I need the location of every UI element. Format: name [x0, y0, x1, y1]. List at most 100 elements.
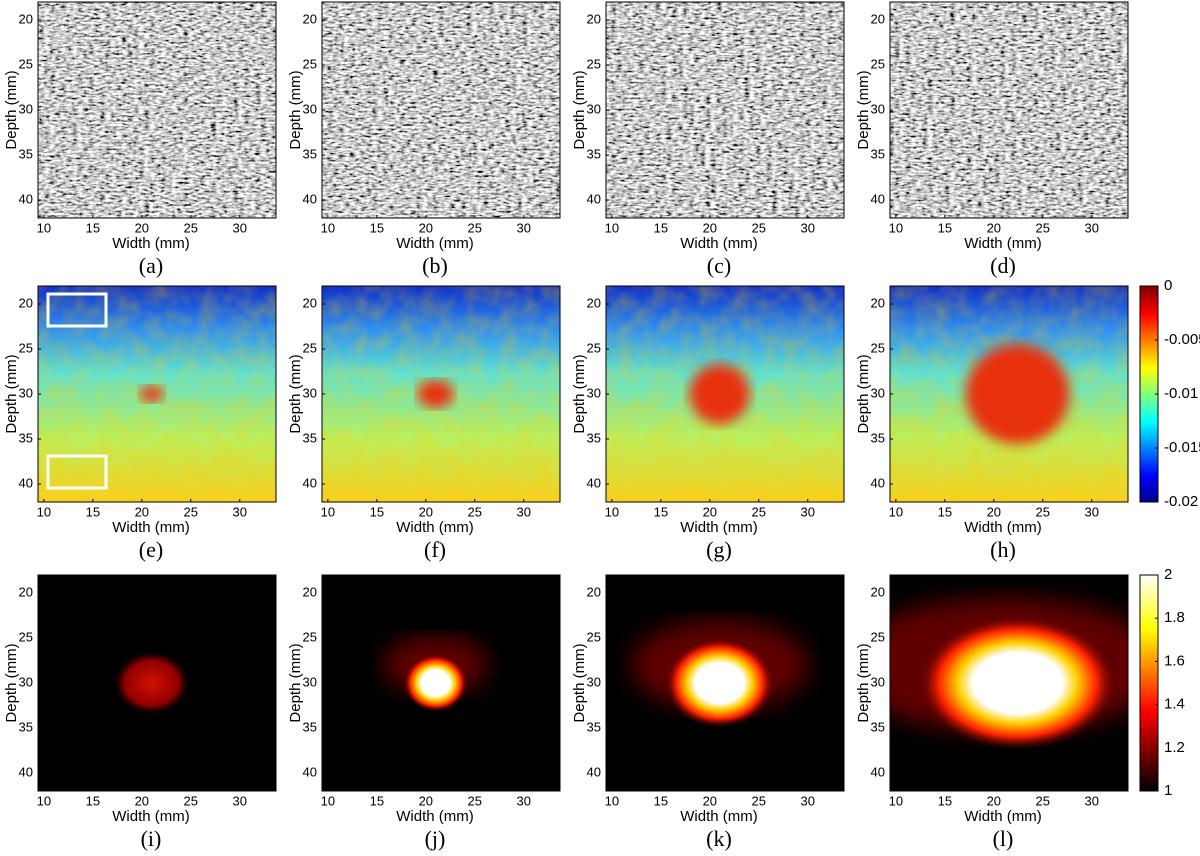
x-tick-label: 25 [752, 504, 766, 519]
y-tick-label: 25 [19, 56, 33, 71]
y-tick-label: 20 [19, 295, 33, 310]
y-tick-label: 40 [871, 764, 885, 779]
image [322, 286, 560, 502]
y-tick-label: 40 [19, 475, 33, 490]
x-tick-label: 15 [370, 793, 384, 808]
colorbar-tick-label: -0.005 [1164, 331, 1200, 348]
colorbar: 1 1.2 1.4 1.6 1.8 2 [1139, 566, 1185, 799]
image [322, 575, 560, 791]
y-axis-label: Depth (mm) [855, 354, 872, 433]
y-tick-label: 20 [303, 11, 317, 26]
x-tick-label: 30 [233, 504, 247, 519]
panel-caption: (k) [706, 826, 732, 851]
roi-box [46, 454, 108, 490]
y-tick-label: 30 [587, 385, 601, 400]
x-tick-label: 20 [419, 504, 433, 519]
y-axis-label: Depth (mm) [3, 354, 20, 433]
x-tick-label: 25 [1036, 220, 1050, 235]
y-tick-label: 35 [303, 719, 317, 734]
x-axis-label: Width (mm) [964, 235, 1042, 252]
x-tick-label: 10 [889, 220, 903, 235]
x-tick-label: 30 [1085, 220, 1099, 235]
y-tick-label: 20 [19, 11, 33, 26]
y-tick-label: 35 [587, 719, 601, 734]
y-tick-label: 25 [587, 56, 601, 71]
image [38, 286, 276, 502]
y-axis-label: Depth (mm) [855, 643, 872, 722]
y-tick-label: 40 [19, 764, 33, 779]
y-axis-label: Depth (mm) [3, 70, 20, 149]
y-tick-label: 35 [303, 146, 317, 161]
panel-caption: (b) [422, 253, 448, 278]
x-tick-label: 20 [419, 220, 433, 235]
y-tick-label: 35 [587, 430, 601, 445]
panel: 10 15 20 25 30 20 25 30 35 40 Width (mm) Depth (mm)… [855, 574, 1129, 851]
x-tick-label: 15 [370, 504, 384, 519]
image [890, 286, 1128, 502]
y-axis-label: Depth (mm) [855, 70, 872, 149]
y-tick-label: 30 [871, 674, 885, 689]
y-tick-label: 40 [303, 191, 317, 206]
x-tick-label: 10 [889, 793, 903, 808]
x-tick-label: 15 [370, 220, 384, 235]
y-tick-label: 35 [871, 719, 885, 734]
panel-caption: (l) [993, 826, 1014, 851]
lesion [918, 615, 1117, 751]
x-tick-label: 20 [135, 504, 149, 519]
y-tick-label: 25 [303, 629, 317, 644]
lesion [403, 654, 468, 712]
panel-caption: (c) [707, 253, 731, 278]
image [606, 286, 844, 502]
panel-caption: (i) [141, 826, 162, 851]
x-axis-label: Width (mm) [964, 519, 1042, 536]
x-tick-label: 10 [605, 793, 619, 808]
panel-caption: (e) [139, 537, 163, 562]
panel: 10 15 20 25 30 20 25 30 35 40 Width (mm) Depth (mm)… [3, 285, 277, 562]
panel: 10 15 20 25 30 20 25 30 35 40 Width (mm) Depth (mm)… [287, 1, 561, 278]
y-axis-label: Depth (mm) [287, 643, 304, 722]
y-tick-label: 40 [871, 191, 885, 206]
x-tick-label: 20 [703, 504, 717, 519]
x-axis-label: Width (mm) [396, 808, 474, 825]
x-tick-label: 30 [1085, 793, 1099, 808]
x-tick-label: 20 [135, 793, 149, 808]
y-tick-label: 25 [587, 629, 601, 644]
y-tick-label: 25 [303, 56, 317, 71]
x-tick-label: 10 [605, 504, 619, 519]
y-tick-label: 35 [19, 719, 33, 734]
x-tick-label: 30 [233, 793, 247, 808]
x-tick-label: 30 [517, 793, 531, 808]
y-tick-label: 40 [587, 191, 601, 206]
y-tick-label: 25 [871, 56, 885, 71]
y-tick-label: 20 [587, 11, 601, 26]
colorbar-tick-label: -0.02 [1164, 493, 1198, 510]
lesion [965, 344, 1070, 444]
image [38, 575, 276, 791]
panel: 10 15 20 25 30 20 25 30 35 40 Width (mm) Depth (mm)… [3, 574, 277, 851]
y-axis-label: Depth (mm) [571, 354, 588, 433]
x-tick-label: 25 [184, 504, 198, 519]
y-tick-label: 20 [871, 584, 885, 599]
panel-caption: (j) [425, 826, 446, 851]
image [890, 575, 1128, 791]
y-tick-label: 25 [303, 340, 317, 355]
x-tick-label: 20 [703, 220, 717, 235]
x-tick-label: 25 [1036, 504, 1050, 519]
x-tick-label: 20 [987, 793, 1001, 808]
image [38, 2, 276, 218]
y-axis-label: Depth (mm) [571, 643, 588, 722]
colorbar-tick-label: -0.015 [1164, 439, 1200, 456]
lesion [689, 364, 750, 424]
y-tick-label: 25 [19, 340, 33, 355]
panel: 10 15 20 25 30 20 25 30 35 40 Width (mm) Depth (mm)… [3, 1, 277, 278]
x-tick-label: 15 [654, 220, 668, 235]
lesion [113, 651, 191, 715]
y-tick-label: 20 [587, 295, 601, 310]
panel-caption: (f) [424, 537, 446, 562]
roi-box [46, 292, 108, 328]
speckle [890, 2, 1128, 218]
x-tick-label: 15 [938, 504, 952, 519]
y-tick-label: 30 [303, 101, 317, 116]
y-tick-label: 25 [19, 629, 33, 644]
y-tick-label: 30 [19, 101, 33, 116]
